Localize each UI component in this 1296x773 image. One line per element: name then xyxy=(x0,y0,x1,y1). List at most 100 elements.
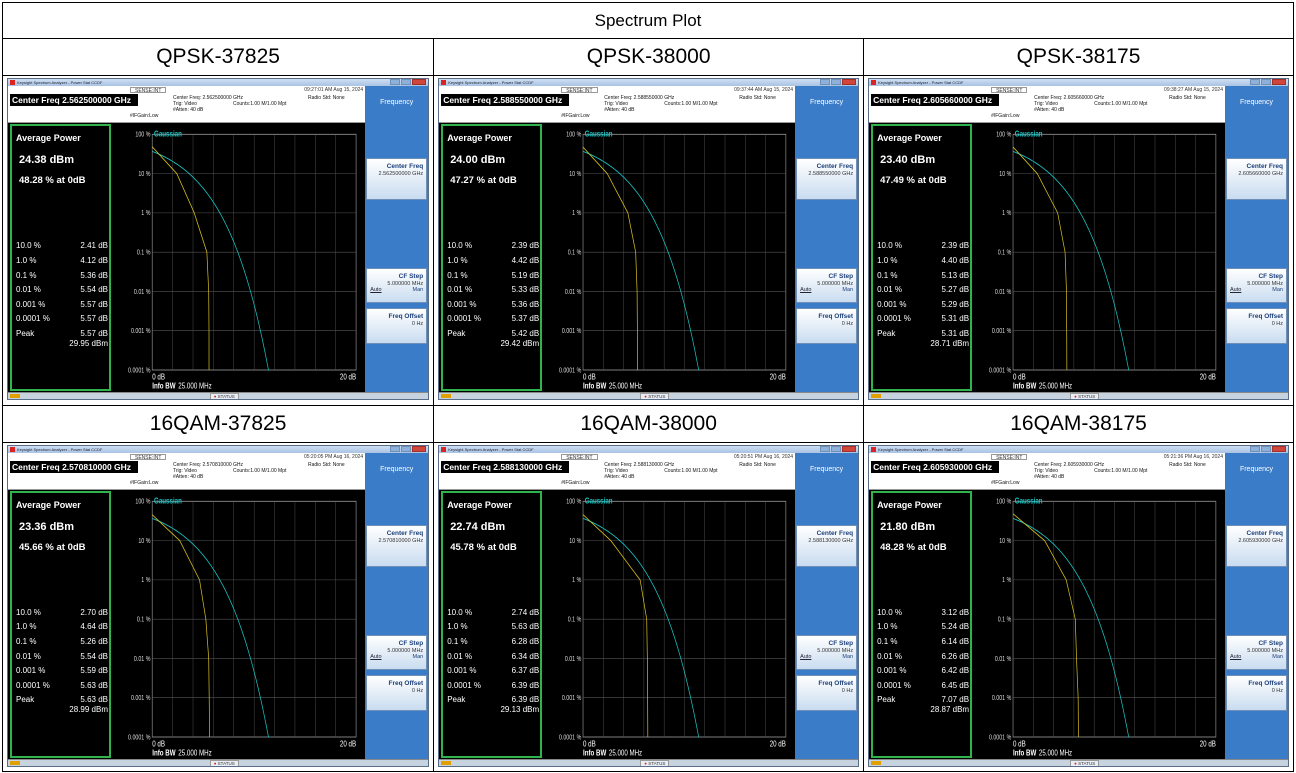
status-button[interactable]: ● STATUS xyxy=(640,393,670,400)
status-icon: ● xyxy=(644,394,647,400)
spectrum-analyzer-window: Keysight Spectrum Analyzer - Power Stat … xyxy=(868,78,1289,401)
gaussian-label: Gaussian xyxy=(1015,129,1043,139)
ccdf-stats: 10.0 % 2.70 dB 1.0 % 4.64 dB 0.1 % 5.26 dB 0.0… xyxy=(16,606,108,714)
freq-offset-softkey[interactable]: Freq Offset 0 Hz xyxy=(366,674,428,711)
gaussian-curve xyxy=(583,517,700,738)
ccdf-stats: 10.0 % 2.74 dB 1.0 % 5.63 dB 0.1 % 6.28 dB 0.0… xyxy=(447,606,539,714)
stat-prob: 0.01 % xyxy=(877,651,902,661)
freq-offset-softkey[interactable]: Freq Offset 0 Hz xyxy=(366,308,428,345)
close-button[interactable] xyxy=(1272,445,1286,452)
man-option[interactable]: Man xyxy=(842,287,854,294)
softkey-label: Center Freq xyxy=(386,163,424,171)
minimize-button[interactable] xyxy=(820,79,831,86)
center-freq-softkey[interactable]: Center Freq 2.588550000 GHz xyxy=(796,158,858,201)
maximize-button[interactable] xyxy=(401,445,412,452)
cf-step-softkey[interactable]: CF Step 5.000000 MHz Auto Man xyxy=(366,634,428,670)
man-option[interactable]: Man xyxy=(842,653,854,660)
status-button[interactable]: ● STATUS xyxy=(209,393,239,400)
pct-at-0db: 47.49 % at 0dB xyxy=(880,175,947,187)
status-button[interactable]: ● STATUS xyxy=(1070,393,1100,400)
status-bar: ● STATUS xyxy=(869,758,1288,766)
stat-prob: 10.0 % xyxy=(447,607,473,617)
stat-prob: 0.001 % xyxy=(447,666,477,676)
center-freq-softkey[interactable]: Center Freq 2.562500000 GHz xyxy=(366,158,428,201)
cf-step-softkey[interactable]: CF Step 5.000000 MHz Auto Man xyxy=(1226,634,1287,670)
results-panel: Average Power 24.38 dBm 48.28 % at 0dB 1… xyxy=(10,124,111,392)
maximize-button[interactable] xyxy=(1261,445,1271,452)
freq-offset-softkey[interactable]: Freq Offset 0 Hz xyxy=(1226,674,1287,711)
stat-prob: Peak xyxy=(877,695,896,705)
minimize-button[interactable] xyxy=(1250,445,1260,452)
stat-row: 0.001 % 5.29 dB xyxy=(877,298,969,313)
info-bw-value: 25.000 MHz xyxy=(609,381,643,391)
man-option[interactable]: Man xyxy=(1272,653,1283,660)
maximize-button[interactable] xyxy=(831,445,842,452)
close-button[interactable] xyxy=(412,79,427,86)
minimize-button[interactable] xyxy=(390,79,401,86)
softkey-value: 2.588130000 GHz xyxy=(808,537,854,544)
y-tick-label: 0.01 % xyxy=(565,655,582,663)
auto-option[interactable]: Auto xyxy=(800,653,812,660)
close-button[interactable] xyxy=(842,445,857,452)
man-option[interactable]: Man xyxy=(1272,287,1283,294)
maximize-button[interactable] xyxy=(1261,79,1271,86)
cf-step-softkey[interactable]: CF Step 5.000000 MHz Auto Man xyxy=(796,268,858,304)
status-icon: ● xyxy=(644,760,647,766)
stat-row: 10.0 % 3.12 dB xyxy=(877,606,969,621)
center-freq-softkey[interactable]: Center Freq 2.570810000 GHz xyxy=(366,524,428,567)
minimize-button[interactable] xyxy=(820,445,831,452)
man-option[interactable]: Man xyxy=(412,653,424,660)
close-button[interactable] xyxy=(412,445,427,452)
cf-step-softkey[interactable]: CF Step 5.000000 MHz Auto Man xyxy=(796,634,858,670)
ccdf-plot: 100 % 10 % 1 % 0.1 % 0.01 % 0.001 % 0.0001 % Ga… xyxy=(976,125,1223,391)
avg-power-title: Average Power xyxy=(16,499,81,510)
auto-option[interactable]: Auto xyxy=(1230,287,1242,294)
stat-prob: 0.001 % xyxy=(16,299,46,309)
freq-offset-softkey[interactable]: Freq Offset 0 Hz xyxy=(796,674,858,711)
stat-row: 0.01 % 5.54 dB xyxy=(16,650,108,665)
stat-db: 5.63 dB xyxy=(80,680,108,690)
status-label: STATUS xyxy=(217,394,235,400)
center-freq-softkey[interactable]: Center Freq 2.588130000 GHz xyxy=(796,524,858,567)
freq-offset-softkey[interactable]: Freq Offset 0 Hz xyxy=(1226,308,1287,345)
y-tick-label: 0.1 % xyxy=(998,616,1012,624)
maximize-button[interactable] xyxy=(401,79,412,86)
gaussian-label: Gaussian xyxy=(154,129,182,139)
minimize-button[interactable] xyxy=(1250,79,1260,86)
x-start-label: 0 dB xyxy=(583,738,596,748)
y-tick-label: 10 % xyxy=(569,171,581,179)
center-freq-softkey[interactable]: Center Freq 2.605660000 GHz xyxy=(1226,158,1287,201)
status-button[interactable]: ● STATUS xyxy=(209,759,239,766)
close-button[interactable] xyxy=(1272,79,1286,86)
auto-option[interactable]: Auto xyxy=(800,287,812,294)
status-button[interactable]: ● STATUS xyxy=(640,759,670,766)
auto-option[interactable]: Auto xyxy=(370,287,382,294)
panel-cell: Keysight Spectrum Analyzer - Power Stat … xyxy=(433,441,865,773)
cf-step-softkey[interactable]: CF Step 5.000000 MHz Auto Man xyxy=(1226,268,1287,304)
pct-at-0db: 45.66 % at 0dB xyxy=(19,541,86,553)
close-button[interactable] xyxy=(842,79,857,86)
softkey-label: Freq Offset xyxy=(818,313,854,321)
x-start-label: 0 dB xyxy=(1013,372,1026,382)
center-freq-softkey[interactable]: Center Freq 2.605930000 GHz xyxy=(1226,524,1287,567)
msg-indicator xyxy=(10,760,20,765)
auto-option[interactable]: Auto xyxy=(370,653,382,660)
y-tick-label: 0.01 % xyxy=(565,289,582,297)
cf-step-softkey[interactable]: CF Step 5.000000 MHz Auto Man xyxy=(366,268,428,304)
info-bw-label: Info BW xyxy=(152,748,176,758)
freq-offset-softkey[interactable]: Freq Offset 0 Hz xyxy=(796,308,858,345)
measured-curve xyxy=(152,514,210,737)
minimize-button[interactable] xyxy=(390,445,401,452)
status-button[interactable]: ● STATUS xyxy=(1070,759,1100,766)
avg-power-title: Average Power xyxy=(16,133,81,144)
auto-option[interactable]: Auto xyxy=(1230,653,1242,660)
counts-readout: Counts:1.00 M/1.00 Mpt xyxy=(233,467,287,474)
info-bw: Info BW 25.000 MHz xyxy=(152,748,212,758)
softkey-value: 5.000000 MHz xyxy=(817,281,854,288)
stat-db: 6.39 dB xyxy=(511,695,540,705)
softkey-label: CF Step xyxy=(828,639,854,647)
softkey-value: 0 Hz xyxy=(841,321,854,328)
maximize-button[interactable] xyxy=(831,79,842,86)
man-option[interactable]: Man xyxy=(412,287,424,294)
stat-row: 0.1 % 5.26 dB xyxy=(16,635,108,650)
